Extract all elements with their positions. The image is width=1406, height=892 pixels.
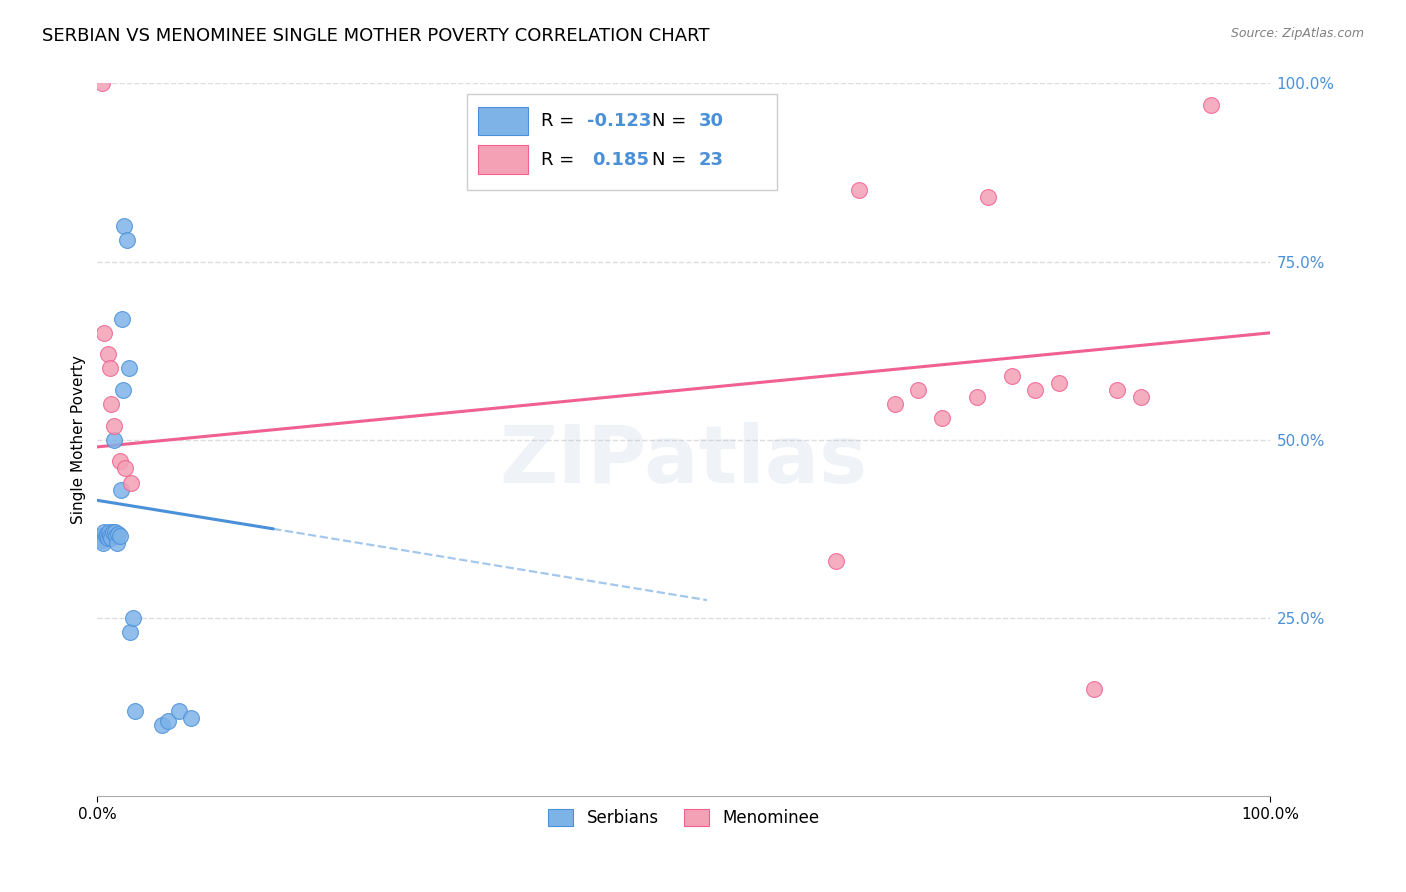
- Point: [105, 529, 128, 543]
- Point: [848, 183, 870, 197]
- Text: Source: ZipAtlas.com: Source: ZipAtlas.com: [1230, 27, 1364, 40]
- FancyBboxPatch shape: [467, 95, 778, 190]
- Point: [91, 77, 114, 91]
- Point: [100, 531, 122, 545]
- Point: [156, 714, 179, 729]
- Point: [111, 311, 134, 326]
- Point: [150, 718, 173, 732]
- Point: [105, 536, 128, 550]
- FancyBboxPatch shape: [478, 145, 527, 174]
- Text: -0.123: -0.123: [588, 112, 652, 130]
- Point: [98, 361, 121, 376]
- Point: [91, 533, 114, 547]
- Point: [180, 711, 202, 725]
- Point: [966, 390, 988, 404]
- Text: SERBIAN VS MENOMINEE SINGLE MOTHER POVERTY CORRELATION CHART: SERBIAN VS MENOMINEE SINGLE MOTHER POVER…: [42, 27, 710, 45]
- Text: ZIPatlas: ZIPatlas: [499, 422, 868, 500]
- FancyBboxPatch shape: [478, 107, 527, 136]
- Text: 23: 23: [699, 151, 724, 169]
- Point: [169, 704, 191, 718]
- Y-axis label: Single Mother Poverty: Single Mother Poverty: [72, 355, 86, 524]
- Point: [1107, 383, 1129, 397]
- Point: [103, 433, 125, 447]
- Point: [907, 383, 929, 397]
- Point: [120, 475, 142, 490]
- Point: [115, 233, 138, 247]
- Point: [883, 397, 905, 411]
- Point: [1129, 390, 1152, 404]
- Point: [112, 383, 135, 397]
- Text: 0.185: 0.185: [592, 151, 650, 169]
- Point: [124, 704, 146, 718]
- Point: [977, 190, 1000, 204]
- Point: [90, 529, 112, 543]
- Text: 30: 30: [699, 112, 724, 130]
- Point: [931, 411, 953, 425]
- Text: N =: N =: [652, 112, 692, 130]
- Point: [96, 526, 118, 541]
- Point: [121, 611, 143, 625]
- Point: [1024, 383, 1046, 397]
- Point: [108, 529, 131, 543]
- Point: [1001, 368, 1024, 383]
- Point: [114, 461, 136, 475]
- Point: [107, 526, 129, 541]
- Point: [100, 397, 122, 411]
- Point: [94, 529, 117, 543]
- Point: [98, 525, 121, 540]
- Point: [98, 529, 121, 543]
- Point: [1083, 682, 1105, 697]
- Point: [112, 219, 135, 233]
- Point: [825, 554, 848, 568]
- Text: N =: N =: [652, 151, 692, 169]
- Point: [1199, 98, 1222, 112]
- Point: [120, 625, 142, 640]
- Legend: Serbians, Menominee: Serbians, Menominee: [541, 803, 825, 834]
- Point: [93, 326, 115, 340]
- Point: [91, 536, 114, 550]
- Text: R =: R =: [540, 151, 585, 169]
- Point: [1047, 376, 1070, 390]
- Point: [97, 347, 120, 361]
- Point: [110, 483, 132, 497]
- Point: [93, 525, 115, 540]
- Point: [108, 454, 131, 468]
- Text: R =: R =: [540, 112, 579, 130]
- Point: [97, 531, 120, 545]
- Point: [103, 418, 125, 433]
- Point: [101, 525, 124, 540]
- Point: [104, 525, 127, 540]
- Point: [118, 361, 141, 376]
